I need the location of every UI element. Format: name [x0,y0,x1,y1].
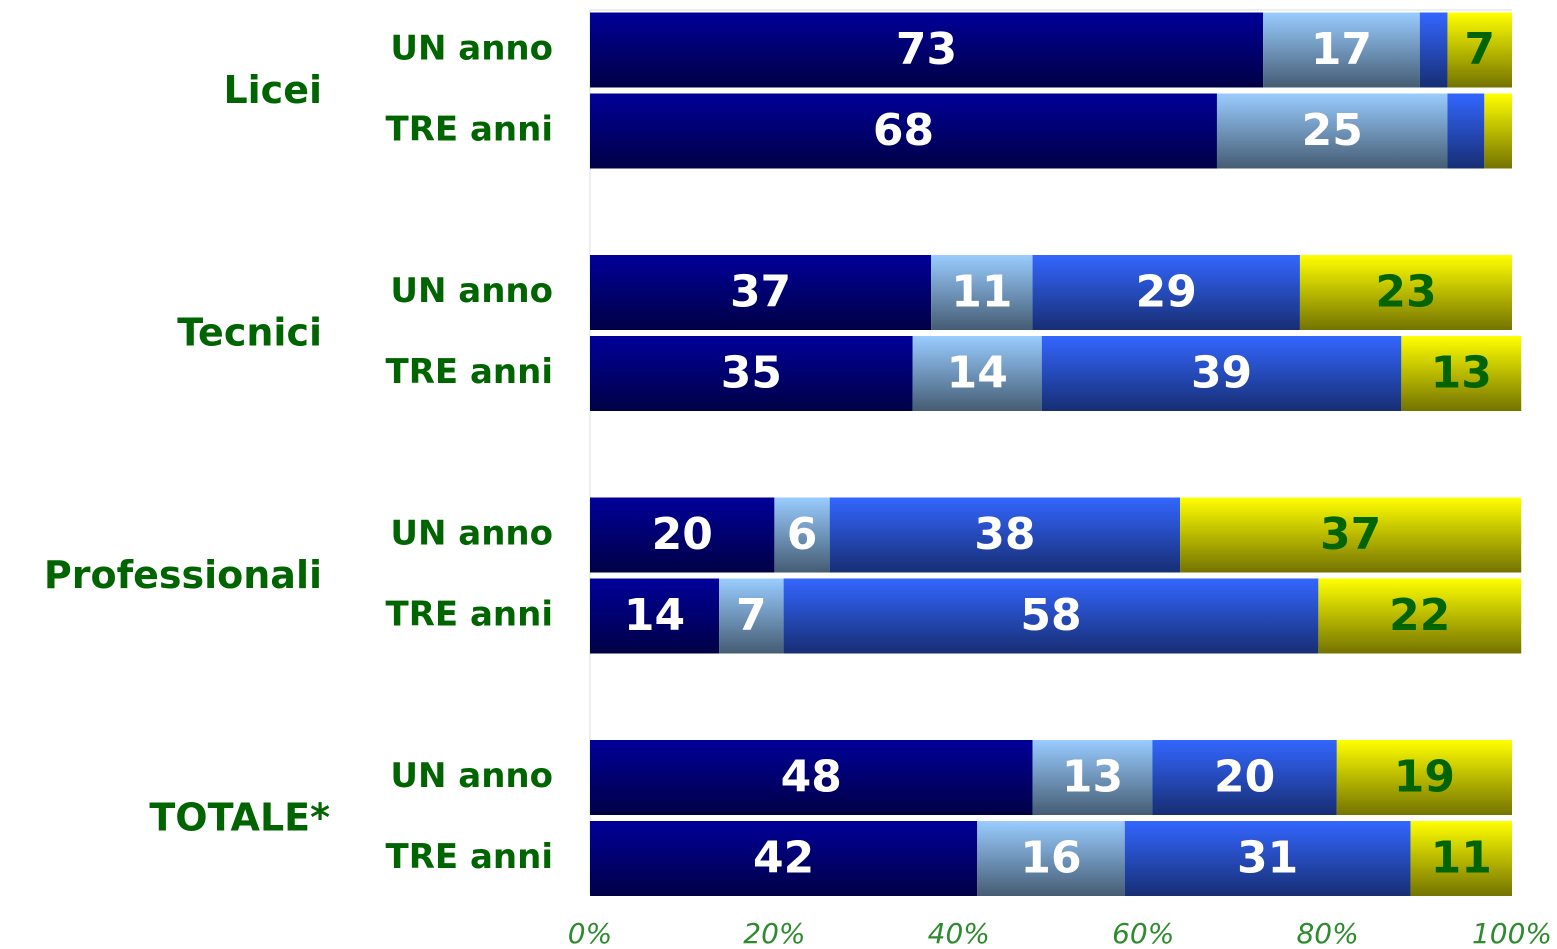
row-label: TRE anni [386,352,553,392]
group-label: Licei [223,68,322,112]
value-label: 6 [787,509,818,560]
bar-shade [1484,93,1512,169]
bar-shade [719,578,784,654]
value-label: 25 [1302,105,1363,156]
bar-shade [774,497,830,573]
row-label: UN anno [390,756,553,796]
bar-shade [1152,740,1337,815]
value-label: 39 [1191,348,1252,399]
value-label: 35 [721,348,782,399]
x-tick-label: 20% [743,917,805,949]
bar-shade [1447,12,1512,88]
x-tick-label: 80% [1296,917,1358,949]
group-label: TOTALE* [149,796,330,840]
bar-shade [1041,336,1402,411]
value-label: 37 [730,267,791,318]
bar-shade [1032,740,1153,815]
value-label: 58 [1020,590,1081,641]
bar-shade [1263,12,1420,88]
value-label: 20 [652,509,713,560]
row-label: TRE anni [386,110,553,150]
value-label: 13 [1062,752,1123,803]
group-label: Professionali [44,553,322,597]
bar-shade [829,497,1181,573]
bar-shade [590,578,720,654]
bar-shade [1336,740,1512,815]
value-label: 38 [974,509,1035,560]
value-label: 14 [947,348,1008,399]
value-label: 17 [1311,24,1372,75]
bar-shade [1180,497,1522,573]
row-label: TRE anni [386,595,553,635]
row-label: UN anno [390,29,553,69]
bar-shade [931,255,1033,330]
bar-shade [1318,578,1522,654]
bar-shade [590,497,775,573]
value-label: 20 [1214,752,1275,803]
bar-shade [590,740,1033,815]
bar-shade [590,336,913,411]
x-tick-label: 0% [568,917,612,949]
bar-shade [783,578,1319,654]
x-tick-label: 40% [928,917,990,949]
value-label: 48 [781,752,842,803]
value-label: 37 [1320,509,1381,560]
bar-shade [1124,821,1411,896]
value-label: 11 [1431,833,1492,884]
bar-shade [1410,821,1512,896]
value-label: 13 [1431,348,1492,399]
x-tick-label: 60% [1112,917,1174,949]
bar-shade [590,255,932,330]
bar-shade [977,821,1125,896]
x-tick-label: 100% [1472,917,1552,949]
row-label: UN anno [390,514,553,554]
bar-shade [1299,255,1512,330]
group-label: Tecnici [177,311,322,355]
row-label: TRE anni [386,837,553,877]
bar-shade [590,12,1264,88]
bar-shade [1032,255,1300,330]
row-label: UN anno [390,271,553,311]
bar-shade [1216,93,1448,169]
value-label: 42 [753,833,814,884]
value-label: 29 [1136,267,1197,318]
bar-shade [1401,336,1522,411]
value-label: 16 [1020,833,1081,884]
value-label: 23 [1375,267,1436,318]
value-label: 14 [624,590,685,641]
bar-shade [590,821,978,896]
value-label: 73 [896,24,957,75]
value-label: 22 [1389,590,1450,641]
value-label: 31 [1237,833,1298,884]
value-label: 19 [1394,752,1455,803]
value-label: 7 [1464,24,1495,75]
value-label: 68 [873,105,934,156]
bar-shade [1447,93,1485,169]
bar-shade [912,336,1042,411]
bar-shade [590,93,1217,169]
value-label: 7 [736,590,767,641]
bar-shade [1419,12,1448,88]
value-label: 11 [951,267,1012,318]
